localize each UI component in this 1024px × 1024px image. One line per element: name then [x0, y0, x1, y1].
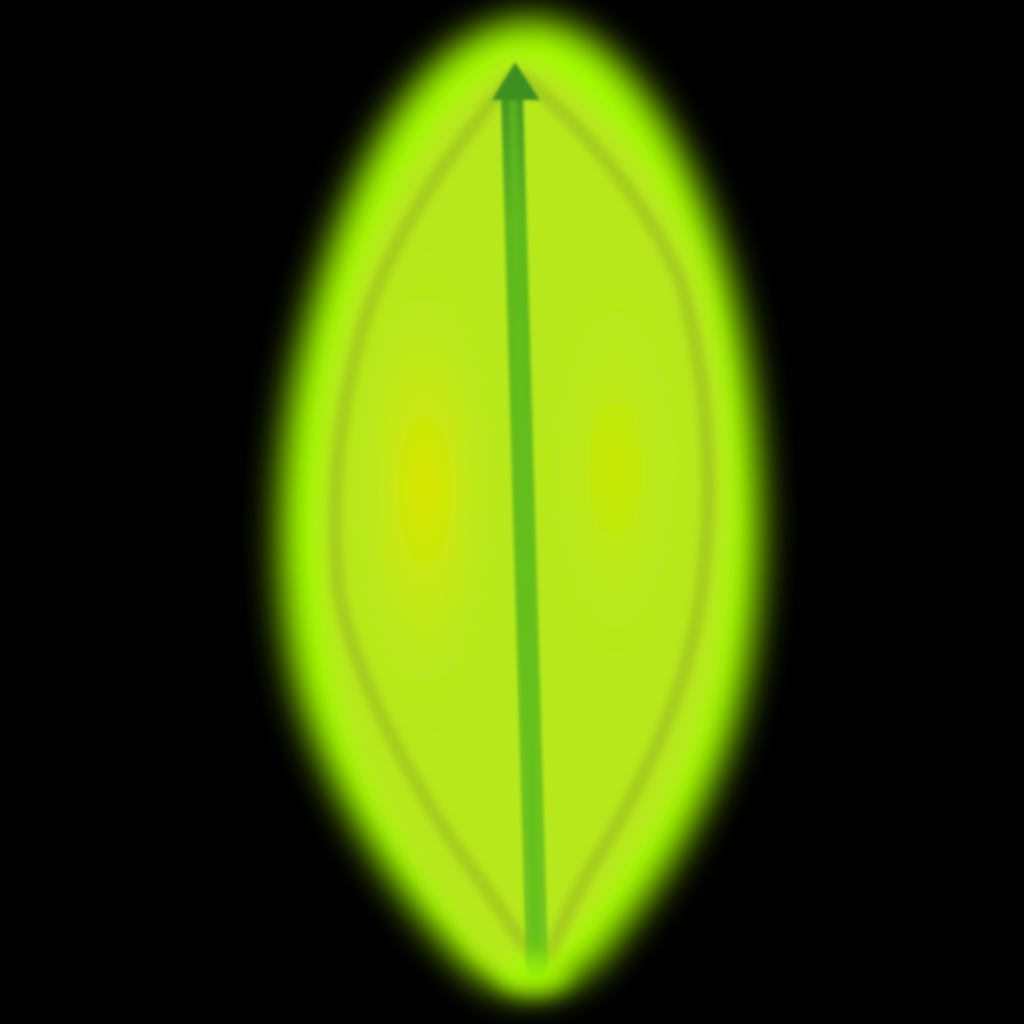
leaf-stem-base	[500, 955, 570, 995]
leaf-highlight-right	[540, 270, 690, 670]
leaf-tip-arrow	[492, 62, 540, 100]
leaf-highlight-left	[345, 260, 505, 720]
leaf-edge-right	[515, 69, 716, 968]
leaf-edge-left	[328, 70, 546, 970]
leaf-midrib-core	[509, 96, 540, 959]
